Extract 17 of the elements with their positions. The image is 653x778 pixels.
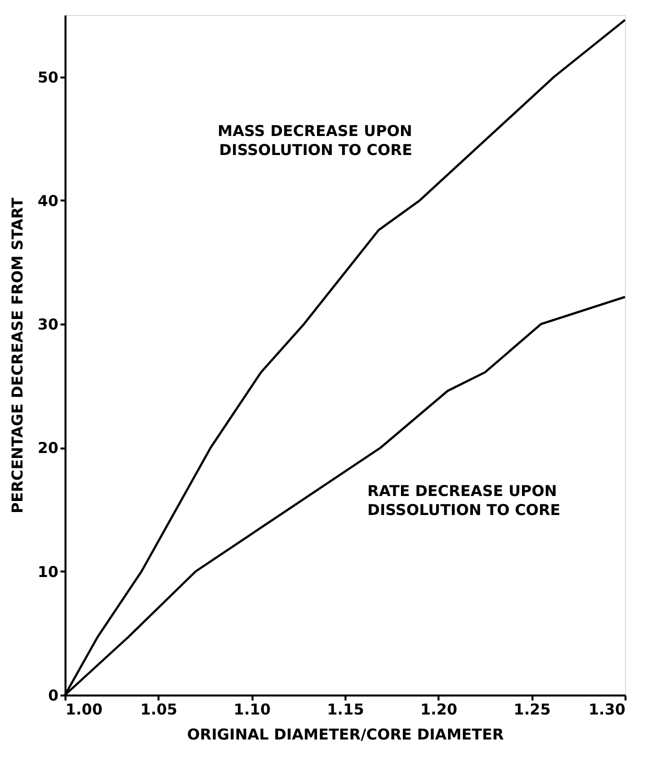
x-tick-label: 1.30 <box>588 700 626 718</box>
text: MASS DECREASE UPON DISSOLUTION TO CORE <box>218 122 412 159</box>
x-tick-label: 1.05 <box>140 700 178 718</box>
y-tick-label: 20 <box>38 439 58 458</box>
y-tick-label: 50 <box>38 68 58 86</box>
x-axis-title: ORIGINAL DIAMETER/CORE DIAMETER <box>187 726 504 744</box>
x-tick-label: 1.25 <box>514 700 551 718</box>
x-tick-label: 1.20 <box>420 700 458 718</box>
y-axis-title: PERCENTAGE DECREASE FROM START <box>8 196 27 514</box>
y-tick-label: 0 <box>48 686 58 704</box>
y-tick-label: 40 <box>38 192 58 210</box>
y-tick-label: 10 <box>38 562 58 581</box>
series-label: RATE DECREASE UPON DISSOLUTION TO CORE <box>367 482 560 520</box>
x-tick-label: 1.10 <box>234 700 271 718</box>
x-tick-label: 1.00 <box>66 700 103 718</box>
x-tick-label: 1.15 <box>326 700 364 718</box>
y-tick-label: 30 <box>38 316 58 334</box>
